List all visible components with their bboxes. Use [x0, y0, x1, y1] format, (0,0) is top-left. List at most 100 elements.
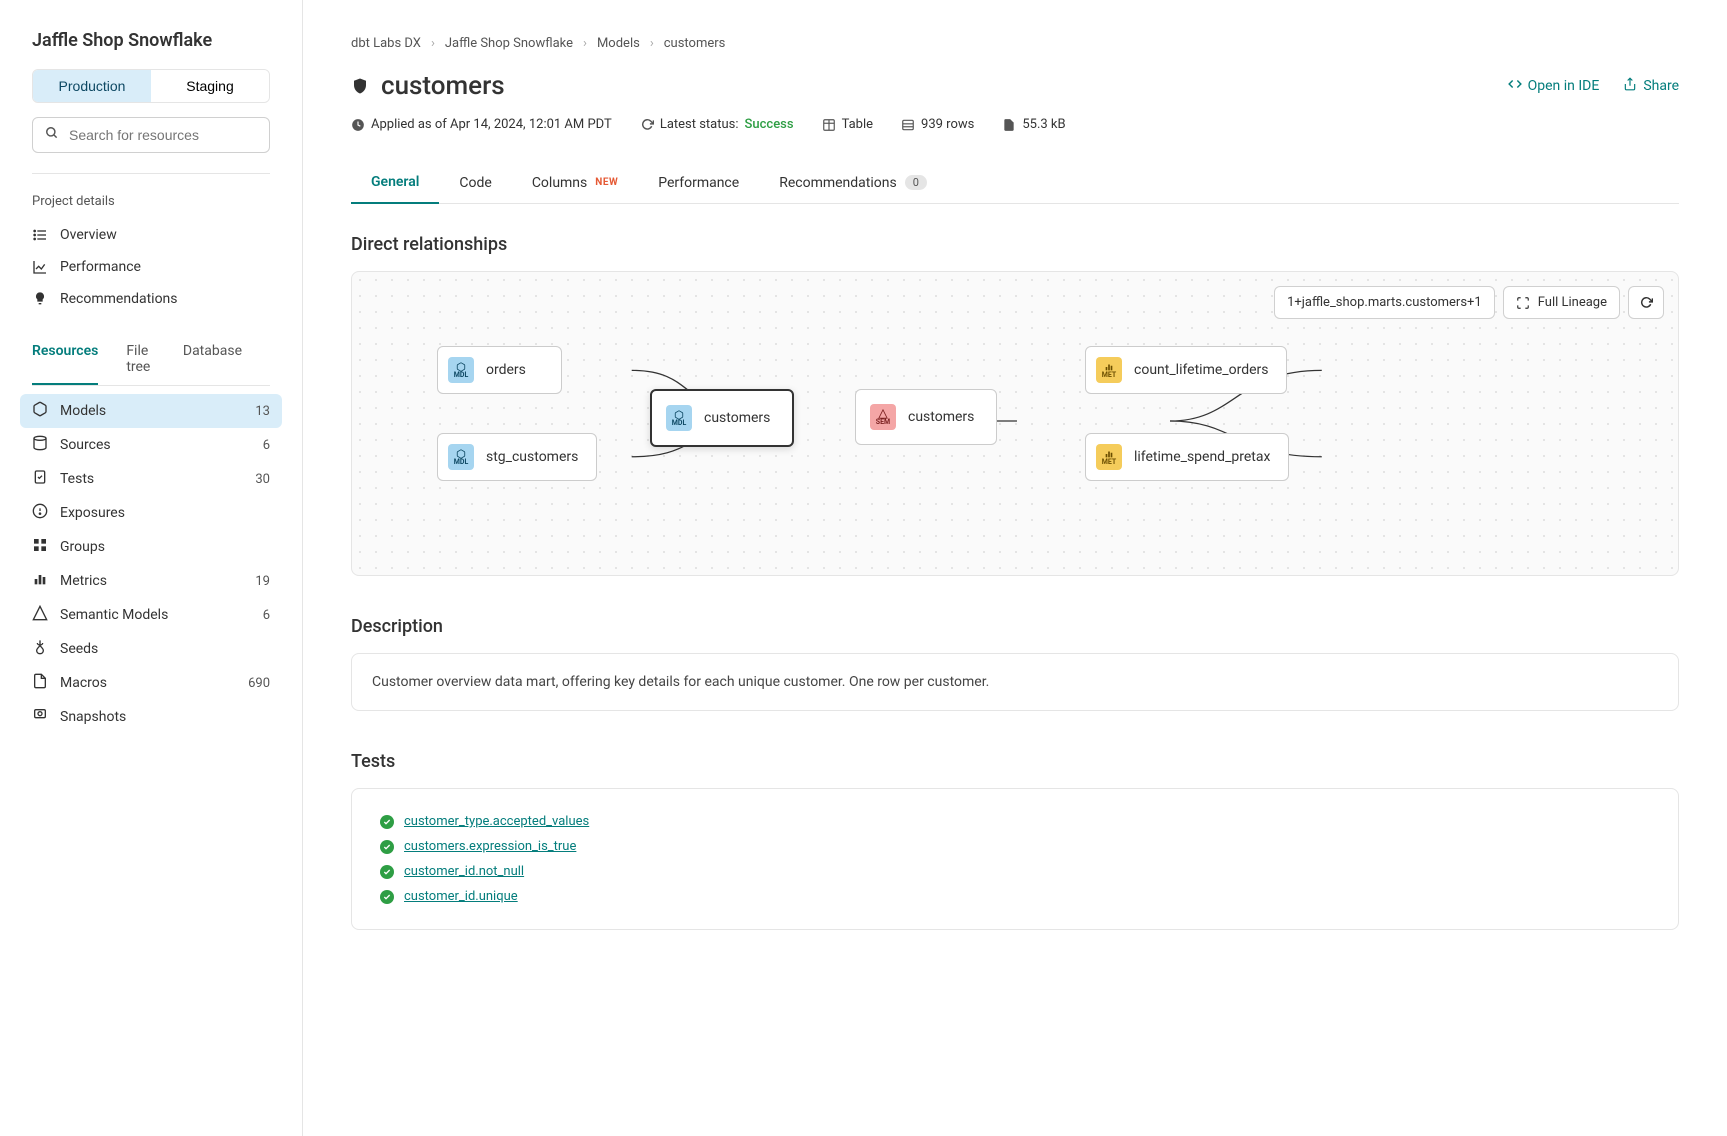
env-production-button[interactable]: Production	[33, 70, 151, 102]
crumb-0[interactable]: dbt Labs DX	[351, 36, 421, 51]
meta-size: 55.3 kB	[1002, 117, 1065, 132]
env-staging-button[interactable]: Staging	[151, 70, 269, 102]
lineage-panel[interactable]: 1+jaffle_shop.marts.customers+1 Full Lin…	[351, 271, 1679, 576]
model-icon: MDL	[448, 444, 474, 470]
share-button[interactable]: Share	[1623, 77, 1679, 95]
nav-recommendations[interactable]: Recommendations	[0, 283, 302, 315]
badge-new: NEW	[595, 177, 618, 188]
env-toggle: Production Staging	[32, 69, 270, 103]
check-icon	[380, 890, 394, 904]
chevron-right-icon: ›	[431, 36, 435, 51]
tab-general[interactable]: General	[351, 162, 439, 204]
check-icon	[380, 840, 394, 854]
table-icon	[822, 118, 836, 132]
check-icon	[380, 815, 394, 829]
resource-item-tests[interactable]: Tests 30	[0, 462, 302, 496]
resource-item-exposures[interactable]: Exposures	[0, 496, 302, 530]
resource-label: Seeds	[60, 641, 98, 657]
resource-item-seeds[interactable]: Seeds	[0, 632, 302, 666]
badge-count: 0	[905, 175, 927, 190]
metric-icon: MET	[1096, 357, 1122, 383]
resource-icon	[32, 639, 48, 659]
tab-database[interactable]: Database	[183, 333, 242, 385]
tab-resources[interactable]: Resources	[32, 333, 98, 385]
file-icon	[1002, 118, 1016, 132]
open-ide-button[interactable]: Open in IDE	[1508, 77, 1600, 95]
node-orders[interactable]: MDL orders	[437, 346, 562, 394]
crumb-3[interactable]: customers	[664, 36, 726, 51]
node-label: lifetime_spend_pretax	[1134, 449, 1270, 465]
shield-icon	[351, 77, 369, 95]
tab-recommendations[interactable]: Recommendations 0	[759, 162, 947, 203]
share-icon	[1623, 77, 1637, 95]
node-count-lifetime[interactable]: MET count_lifetime_orders	[1085, 346, 1287, 394]
resource-icon	[32, 673, 48, 693]
resource-label: Groups	[60, 539, 105, 555]
resource-label: Models	[60, 403, 106, 419]
lineage-selector-input[interactable]: 1+jaffle_shop.marts.customers+1	[1274, 286, 1495, 319]
refresh-button[interactable]	[1628, 286, 1664, 319]
node-label: orders	[486, 362, 526, 378]
test-link[interactable]: customers.expression_is_true	[404, 839, 576, 854]
section-description: Description	[351, 616, 1679, 637]
resource-item-models[interactable]: Models 13	[20, 394, 282, 428]
search-input[interactable]	[69, 127, 257, 143]
node-lifetime-spend[interactable]: MET lifetime_spend_pretax	[1085, 433, 1289, 481]
clock-icon	[351, 118, 365, 132]
resource-item-macros[interactable]: Macros 690	[0, 666, 302, 700]
resource-label: Tests	[60, 471, 94, 487]
tests-panel: customer_type.accepted_values customers.e…	[351, 788, 1679, 930]
project-title: Jaffle Shop Snowflake	[32, 30, 270, 51]
resource-item-semantic-models[interactable]: Semantic Models6	[0, 598, 302, 632]
nav-performance[interactable]: Performance	[0, 251, 302, 283]
crumb-1[interactable]: Jaffle Shop Snowflake	[445, 36, 573, 51]
nav-label: Recommendations	[60, 291, 178, 307]
nav-label: Performance	[60, 259, 141, 275]
resource-label: Macros	[60, 675, 107, 691]
sidebar: Jaffle Shop Snowflake Production Staging…	[0, 0, 303, 1136]
node-stg-customers[interactable]: MDL stg_customers	[437, 433, 597, 481]
resource-count: 30	[255, 472, 270, 487]
expand-icon	[1516, 296, 1530, 310]
section-direct: Direct relationships	[351, 234, 1679, 255]
tab-filetree[interactable]: File tree	[126, 333, 155, 385]
test-link[interactable]: customer_id.not_null	[404, 864, 524, 879]
node-customers-mdl[interactable]: MDL customers	[650, 389, 794, 447]
refresh-icon	[640, 118, 654, 132]
metric-icon: MET	[1096, 444, 1122, 470]
resource-item-metrics[interactable]: Metrics19	[0, 564, 302, 598]
crumb-2[interactable]: Models	[597, 36, 640, 51]
resource-label: Snapshots	[60, 709, 126, 725]
test-link[interactable]: customer_type.accepted_values	[404, 814, 589, 829]
node-label: stg_customers	[486, 449, 578, 465]
resource-label: Semantic Models	[60, 607, 168, 623]
meta-applied: Applied as of Apr 14, 2024, 12:01 AM PDT	[351, 117, 612, 132]
page-title: customers	[381, 71, 505, 101]
nav-overview[interactable]: Overview	[0, 219, 302, 251]
test-link[interactable]: customer_id.unique	[404, 889, 518, 904]
resource-count: 690	[248, 676, 270, 691]
full-lineage-button[interactable]: Full Lineage	[1503, 286, 1620, 319]
resource-item-sources[interactable]: Sources6	[0, 428, 302, 462]
refresh-icon	[1639, 296, 1653, 310]
list-icon	[32, 227, 48, 243]
action-label: Share	[1643, 78, 1679, 94]
test-row: customers.expression_is_true	[380, 834, 1650, 859]
tab-code[interactable]: Code	[439, 162, 511, 203]
node-customers-sem[interactable]: SEM customers	[855, 389, 997, 445]
resource-item-groups[interactable]: Groups	[0, 530, 302, 564]
resource-count: 13	[255, 404, 270, 419]
model-icon: MDL	[448, 357, 474, 383]
search-box[interactable]	[32, 117, 270, 153]
tab-columns[interactable]: Columns NEW	[512, 162, 638, 203]
resource-icon	[32, 435, 48, 455]
lightbulb-icon	[32, 291, 48, 307]
semantic-icon: SEM	[870, 404, 896, 430]
rows-icon	[901, 118, 915, 132]
check-icon	[380, 865, 394, 879]
tab-performance[interactable]: Performance	[638, 162, 759, 203]
resource-item-snapshots[interactable]: Snapshots	[0, 700, 302, 734]
section-label-project: Project details	[0, 194, 302, 219]
node-label: customers	[908, 409, 974, 425]
meta-rows: 939 rows	[901, 117, 974, 132]
